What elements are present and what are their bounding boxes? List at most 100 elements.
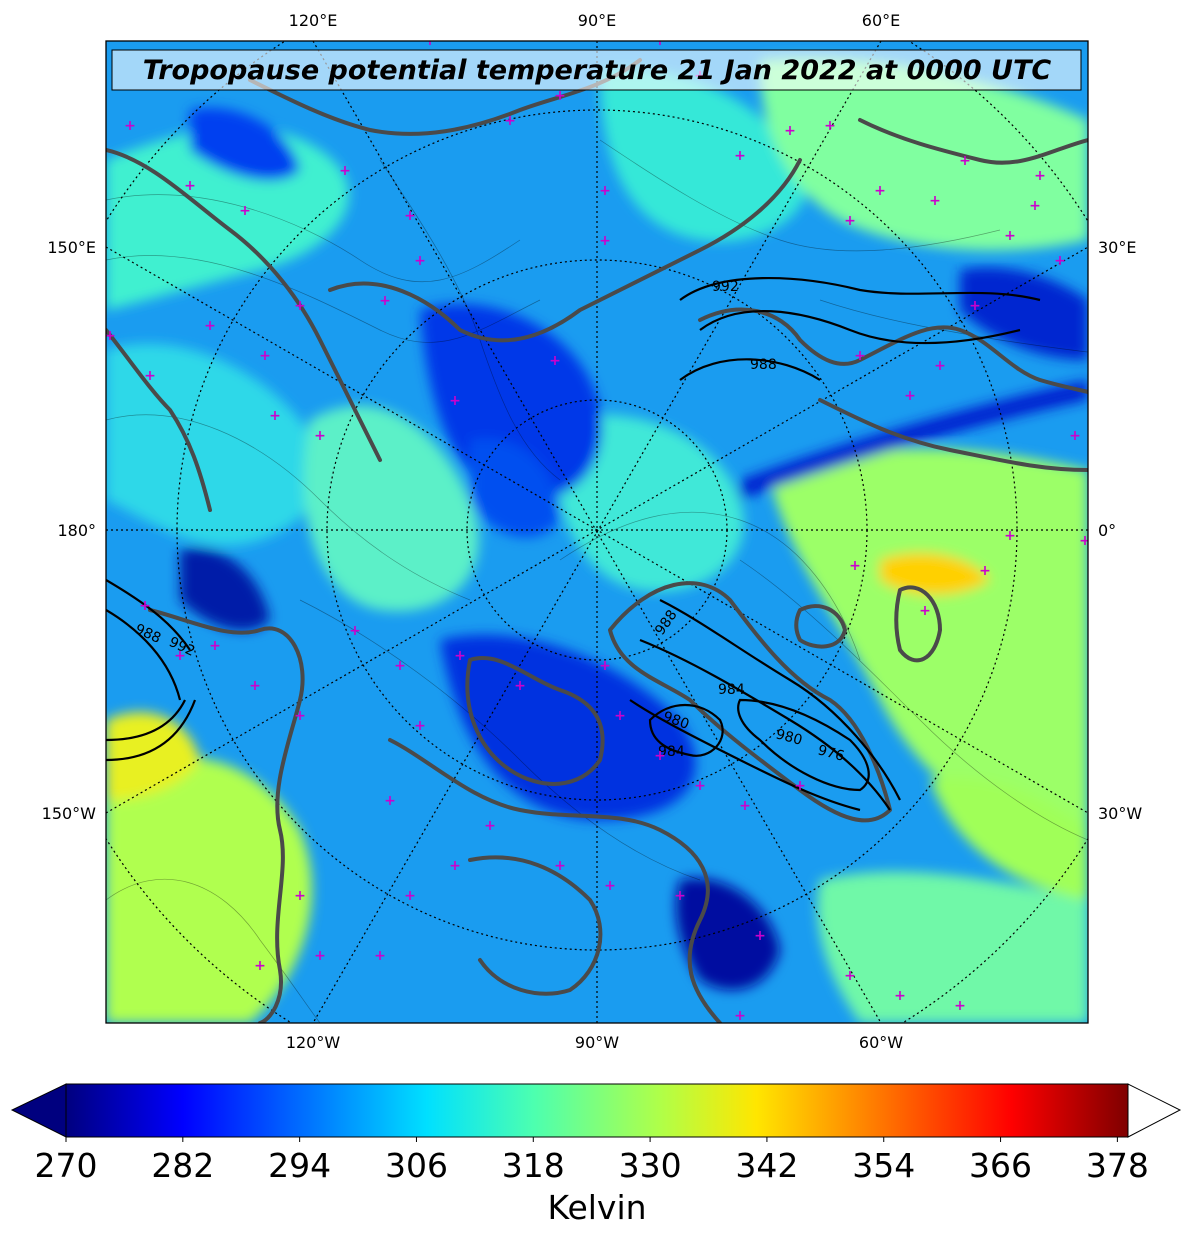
theta-contour <box>559 511 861 661</box>
theta-contours <box>106 139 1088 1023</box>
isobar-label: 988 <box>750 357 777 373</box>
coastline-iceland <box>794 604 847 649</box>
station-marker: + <box>1054 253 1066 269</box>
station-marker: + <box>654 33 666 49</box>
field-patch-green-s <box>817 871 1088 1023</box>
pressure-isobars <box>106 277 1041 812</box>
isobar <box>679 277 1041 302</box>
colorbar-tick-label: 318 <box>502 1146 565 1185</box>
coastline-asia-n <box>248 58 642 136</box>
theta-contour <box>299 599 701 881</box>
map-panel: 992 988 988 992 988 984 980 984 980 976 … <box>104 33 1091 1023</box>
field-patch-blue-center <box>470 438 560 538</box>
colorbar-tick-label: 366 <box>969 1146 1032 1185</box>
field-patch-blue-ne <box>960 267 1088 360</box>
station-marker: + <box>554 88 566 104</box>
lat-label-right: 30°E <box>1098 238 1136 257</box>
theta-contour <box>106 878 321 1023</box>
isobar-label: 980 <box>774 726 804 748</box>
station-marker: + <box>969 298 981 314</box>
station-marker: + <box>514 678 526 694</box>
colorbar-tick-label: 354 <box>852 1146 915 1185</box>
theta-contour <box>379 159 561 481</box>
coastline-scandinavia <box>698 307 1088 394</box>
field-patch-green-se <box>930 778 1088 900</box>
theta-contour <box>739 559 1088 841</box>
isobar <box>639 638 891 811</box>
lat-label-left: 150°W <box>42 804 97 823</box>
lon-label-top: 60°E <box>862 11 900 30</box>
colorbar-extend-high <box>1127 1083 1182 1138</box>
map-frame <box>105 40 1089 1024</box>
station-marker: + <box>784 123 796 139</box>
station-marker: + <box>674 888 686 904</box>
station-marker: + <box>919 603 931 619</box>
colorbar: 270 282 294 306 318 330 342 354 366 378 Kelvin <box>10 1083 1182 1227</box>
station-marker: + <box>454 648 466 664</box>
station-marker: + <box>904 388 916 404</box>
station-marker: + <box>739 798 751 814</box>
station-marker: + <box>1029 198 1041 214</box>
station-marker: + <box>604 878 616 894</box>
field-patch-yellow-sw <box>106 712 200 800</box>
station-marker: + <box>504 113 516 129</box>
station-marker: + <box>449 858 461 874</box>
station-marker: + <box>314 428 326 444</box>
field-patch-green-sw <box>106 757 312 1023</box>
station-marker: + <box>404 208 416 224</box>
meridian <box>106 246 1088 814</box>
meridian <box>312 41 882 1023</box>
station-marker: + <box>1004 228 1016 244</box>
station-marker: + <box>404 888 416 904</box>
station-marker: + <box>599 658 611 674</box>
lat-label-right: 30°W <box>1098 804 1142 823</box>
coastline-asia-ne <box>106 328 212 512</box>
theta-contour <box>599 139 1001 252</box>
station-marker: + <box>754 928 766 944</box>
station-marker: + <box>934 358 946 374</box>
isobar <box>659 599 901 801</box>
station-marker: + <box>844 213 856 229</box>
coastline-siberia <box>106 148 382 462</box>
station-marker: + <box>104 328 116 344</box>
station-marker: + <box>1069 428 1081 444</box>
isobar <box>106 699 197 762</box>
coastlines <box>106 58 1088 1023</box>
colorbar-label: Kelvin <box>547 1188 646 1227</box>
field-patch-blue-north-pole <box>420 303 602 500</box>
station-marker: + <box>794 778 806 794</box>
station-marker: + <box>614 708 626 724</box>
colorbar-tick-label: 294 <box>268 1146 331 1185</box>
station-marker: + <box>894 988 906 1004</box>
station-marker: + <box>384 793 396 809</box>
colorbar-extend-low <box>10 1083 67 1138</box>
isobar-label: 992 <box>712 279 739 295</box>
station-marker: + <box>174 648 186 664</box>
colorbar-tick-label: 306 <box>385 1146 448 1185</box>
title-box <box>111 49 1082 91</box>
station-marker: + <box>954 998 966 1014</box>
station-marker: + <box>599 233 611 249</box>
station-marker: + <box>294 708 306 724</box>
station-marker: + <box>979 563 991 579</box>
isobar-label: 976 <box>816 742 846 764</box>
station-marker: + <box>1079 533 1091 549</box>
latitude-labels-left: 150°E 180° 150°W <box>42 238 97 823</box>
station-marker: + <box>844 968 856 984</box>
theta-contour <box>106 255 541 343</box>
station-marker: + <box>394 658 406 674</box>
field-patch-cyan-center2 <box>554 414 744 592</box>
station-marker: + <box>554 858 566 874</box>
isobar <box>737 698 870 792</box>
station-marker: + <box>314 948 326 964</box>
lon-label-bottom: 60°W <box>859 1033 903 1052</box>
station-marker: + <box>339 163 351 179</box>
station-marker: + <box>849 558 861 574</box>
isobar <box>106 579 191 651</box>
lon-label-top: 90°E <box>578 11 616 30</box>
field-patch-yellow-e <box>880 552 990 595</box>
isobar <box>106 609 182 701</box>
station-marker: + <box>959 153 971 169</box>
lat-label-right: 0° <box>1098 521 1116 540</box>
lat-label-left: 150°E <box>47 238 96 257</box>
